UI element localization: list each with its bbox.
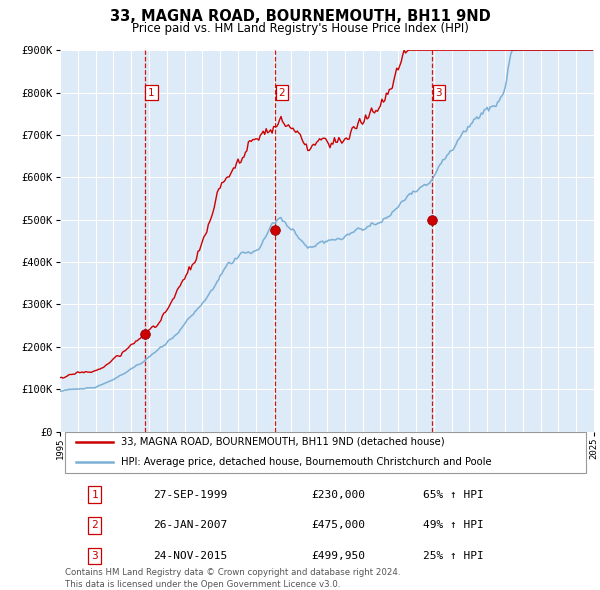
- Text: 2: 2: [91, 520, 98, 530]
- Text: 24-NOV-2015: 24-NOV-2015: [154, 551, 228, 561]
- Text: 65% ↑ HPI: 65% ↑ HPI: [423, 490, 484, 500]
- Text: 33, MAGNA ROAD, BOURNEMOUTH, BH11 9ND: 33, MAGNA ROAD, BOURNEMOUTH, BH11 9ND: [110, 9, 490, 24]
- Text: 49% ↑ HPI: 49% ↑ HPI: [423, 520, 484, 530]
- Text: HPI: Average price, detached house, Bournemouth Christchurch and Poole: HPI: Average price, detached house, Bour…: [121, 457, 492, 467]
- Text: 1: 1: [148, 87, 155, 97]
- Text: 3: 3: [436, 87, 442, 97]
- Text: 3: 3: [91, 551, 98, 561]
- Text: 25% ↑ HPI: 25% ↑ HPI: [423, 551, 484, 561]
- Text: 1: 1: [91, 490, 98, 500]
- Text: £230,000: £230,000: [311, 490, 365, 500]
- Text: £475,000: £475,000: [311, 520, 365, 530]
- Text: 27-SEP-1999: 27-SEP-1999: [154, 490, 228, 500]
- Text: 33, MAGNA ROAD, BOURNEMOUTH, BH11 9ND (detached house): 33, MAGNA ROAD, BOURNEMOUTH, BH11 9ND (d…: [121, 437, 445, 447]
- Text: This data is licensed under the Open Government Licence v3.0.: This data is licensed under the Open Gov…: [65, 579, 341, 589]
- Bar: [65, 431, 586, 473]
- Text: £499,950: £499,950: [311, 551, 365, 561]
- Text: Price paid vs. HM Land Registry's House Price Index (HPI): Price paid vs. HM Land Registry's House …: [131, 22, 469, 35]
- Text: 2: 2: [278, 87, 285, 97]
- Text: 26-JAN-2007: 26-JAN-2007: [154, 520, 228, 530]
- Text: Contains HM Land Registry data © Crown copyright and database right 2024.: Contains HM Land Registry data © Crown c…: [65, 568, 401, 577]
